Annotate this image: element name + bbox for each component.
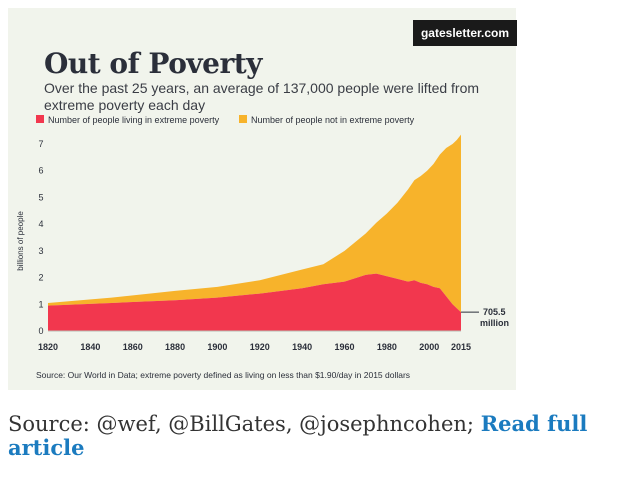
x-tick-label: 1840 xyxy=(80,342,100,352)
annotation-value: 705.5 xyxy=(483,307,506,317)
legend-label-not-extreme: Number of people not in extreme poverty xyxy=(251,115,415,125)
source-note: Source: Our World in Data; extreme pover… xyxy=(36,370,410,380)
x-tick-label: 2000 xyxy=(419,342,439,352)
legend-swatch-not-extreme xyxy=(239,115,247,123)
y-axis-label: billions of people xyxy=(16,211,25,271)
read-full-article-link[interactable]: Read full article xyxy=(8,411,588,460)
x-tick-label: 1860 xyxy=(123,342,143,352)
legend-label-extreme: Number of people living in extreme pover… xyxy=(48,115,220,125)
brand-badge[interactable]: gatesletter.com xyxy=(413,20,517,46)
x-axis: 1820 1840 1860 1880 1900 1920 1940 1960 1980 2000… xyxy=(38,330,471,352)
x-tick-label: 1980 xyxy=(377,342,397,352)
x-tick-label: 1820 xyxy=(38,342,58,352)
y-axis: billions of people 0 1 2 3 4 5 6 7 xyxy=(16,139,44,336)
y-tick-label: 5 xyxy=(38,192,43,202)
x-tick-label: 1940 xyxy=(292,342,312,352)
y-tick-label: 2 xyxy=(38,273,43,283)
chart-card: gatesletter.com Out of Poverty Over the … xyxy=(8,8,517,390)
caption: Source: @wef, @BillGates, @josephncohen;… xyxy=(8,412,618,460)
y-tick-label: 0 xyxy=(38,326,43,336)
annotation-unit: million xyxy=(480,318,509,328)
area-not-extreme-poverty xyxy=(48,134,461,313)
poverty-chart: Number of people living in extreme pover… xyxy=(16,115,509,380)
x-tick-label: 1900 xyxy=(207,342,227,352)
x-tick-label: 1960 xyxy=(334,342,354,352)
caption-text: Source: @wef, @BillGates, @josephncohen; xyxy=(8,412,474,436)
x-tick-label: 2015 xyxy=(451,342,471,352)
x-tick-label: 1920 xyxy=(250,342,270,352)
y-tick-label: 4 xyxy=(38,219,43,229)
chart-title: Out of Poverty xyxy=(44,47,262,80)
plot-areas xyxy=(48,134,461,331)
legend-swatch-extreme xyxy=(36,115,44,123)
area-extreme-poverty xyxy=(48,273,461,331)
y-tick-label: 7 xyxy=(38,139,43,149)
x-tick-label: 1880 xyxy=(165,342,185,352)
y-tick-label: 3 xyxy=(38,246,43,256)
legend: Number of people living in extreme pover… xyxy=(36,115,415,125)
y-tick-label: 1 xyxy=(38,299,43,309)
chart-subtitle: Over the past 25 years, an average of 13… xyxy=(44,80,480,113)
y-tick-label: 6 xyxy=(38,166,43,176)
